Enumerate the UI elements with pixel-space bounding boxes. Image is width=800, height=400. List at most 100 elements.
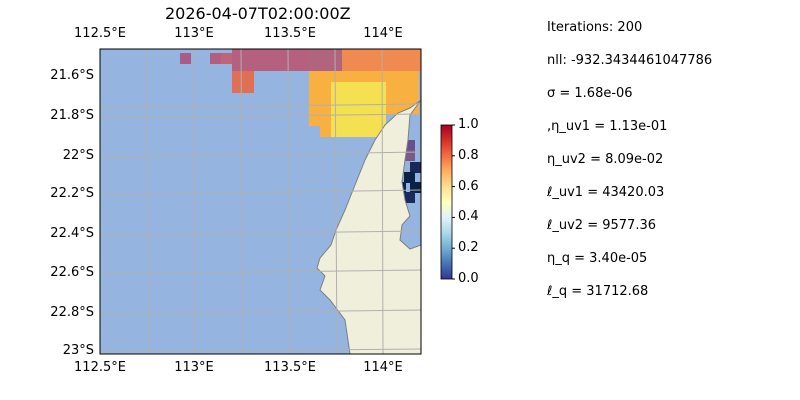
heatmap-cell [331,115,342,126]
heatmap-cell [408,60,419,71]
heatmap-cell [404,140,415,151]
heatmap-cell [320,115,331,126]
heatmap-cell [386,49,397,60]
heatmap-cell [309,49,320,60]
heatmap-cell [408,93,419,104]
heatmap-cell [375,104,386,115]
heatmap-cell [386,71,397,82]
heatmap-cell [298,49,309,60]
heatmap-cell [397,60,408,71]
heatmap-cell [342,49,353,60]
heatmap-cell [287,49,298,60]
heatmap-cell [265,60,276,71]
colorbar-tick-label: 0.2 [458,240,479,256]
heatmap-cell [408,82,419,93]
heatmap-cell [342,126,353,137]
heatmap-cell [243,60,254,71]
colorbar-tick-label: 0.0 [458,271,479,286]
heatmap-cell [232,71,243,82]
heatmap-cell [309,93,320,104]
heatmap-cell [397,93,408,104]
heatmap-cell [353,126,364,137]
heatmap-cell [276,49,287,60]
heatmap-cell [243,49,254,60]
heatmap-cell [309,60,320,71]
colorbar-tick-label: 0.6 [458,178,479,194]
heatmap-cell [353,115,364,126]
colorbar-tick-label: 0.8 [458,147,479,163]
heatmap-cell [320,126,331,137]
stat-line: Iterations: 200 [547,20,643,35]
heatmap-cell [331,71,342,82]
heatmap-cell [342,82,353,93]
heatmap-cell [375,82,386,93]
heatmap-cell [364,126,375,137]
lon-tick-bottom: 114°E [363,360,403,375]
heatmap-cell [221,53,232,64]
heatmap-cell [210,53,221,64]
heatmap-cell [276,60,287,71]
heatmap-cell [342,104,353,115]
lon-tick-bottom: 112.5°E [74,360,126,375]
heatmap-cell [232,82,243,93]
heatmap-cell [232,49,243,60]
heatmap-cell [364,60,375,71]
heatmap-cell [386,82,397,93]
colorbar [440,124,453,280]
heatmap-cell [331,93,342,104]
heatmap-cell [309,115,320,126]
heatmap-cell [243,71,254,82]
heatmap-cell [254,60,265,71]
heatmap-cell [386,93,397,104]
heatmap-cell [309,104,320,115]
heatmap-cell [386,60,397,71]
stat-line: ℓ_uv1 = 43420.03 [547,185,665,200]
plot-title: 2026-04-07T02:00:00Z [165,4,351,23]
heatmap-cell [397,104,408,115]
lon-tick-top: 114°E [363,26,403,41]
heatmap-cell [353,49,364,60]
lat-tick: 21.6°S [50,68,94,83]
heatmap-cell [410,162,421,173]
heatmap-cell [364,104,375,115]
heatmap-cell [375,49,386,60]
stat-line: η_q = 3.40e-05 [547,251,648,266]
stat-line: η_uv2 = 8.09e-02 [547,152,664,167]
stat-line: σ = 1.68e-06 [547,86,633,101]
heatmap-cell [265,49,276,60]
heatmap-cell [331,60,342,71]
heatmap-cell [331,104,342,115]
heatmap-cell [353,82,364,93]
gridlines [100,49,421,354]
heatmap-cell [375,115,386,126]
heatmap-cell [342,115,353,126]
colorbar-tick-label: 1.0 [458,117,479,132]
lon-tick-top: 112.5°E [74,26,126,41]
heatmap-cell [254,49,265,60]
lat-tick: 21.8°S [50,108,94,123]
heatmap-cell [364,93,375,104]
heatmap-cell [397,71,408,82]
heatmap-cell [320,60,331,71]
lat-tick: 22.2°S [50,186,94,201]
lat-tick: 22.4°S [50,226,94,241]
lat-tick: 22°S [62,148,94,163]
heatmap-cell [364,115,375,126]
heatmap-cell [397,82,408,93]
heatmap-cell [408,71,419,82]
heatmap-cell [320,49,331,60]
lon-tick-top: 113.5°E [264,26,316,41]
lat-tick: 22.8°S [50,305,94,320]
heatmap-cell [386,104,397,115]
lat-tick: 22.6°S [50,265,94,280]
heatmap-cell [353,60,364,71]
heatmap-cell [364,71,375,82]
stat-line: nll: -932.3434461047786 [547,53,713,68]
heatmap-cell [419,60,421,71]
heatmap-cell [180,53,191,64]
heatmap-cell [331,49,342,60]
axes-frame [99,48,422,355]
heatmap-cell [353,104,364,115]
heatmap-cell [309,82,320,93]
